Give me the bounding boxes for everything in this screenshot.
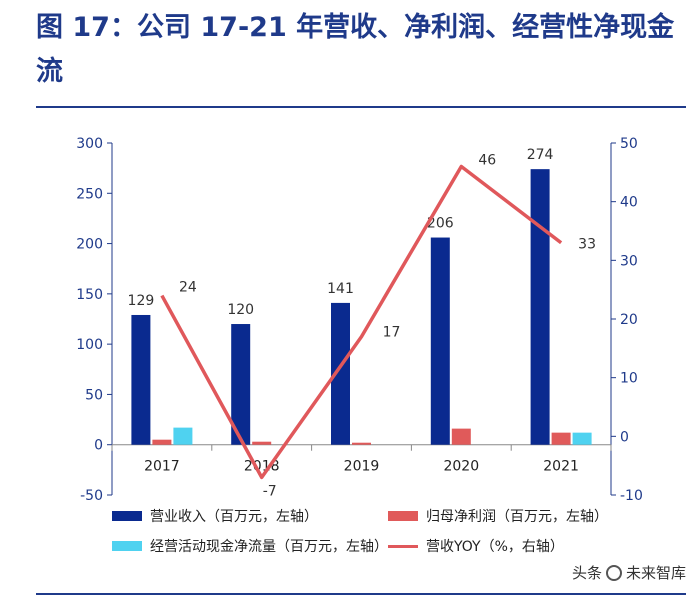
- bar-net-profit: [451, 428, 471, 445]
- bar-value-label: 206: [427, 216, 454, 232]
- yoy-value-label: 33: [578, 237, 596, 253]
- bar-net-profit: [352, 442, 371, 445]
- right-axis-tick-label: 50: [620, 136, 638, 152]
- title-rule: [36, 106, 686, 108]
- yoy-line: [160, 164, 563, 480]
- bar-net-profit: [551, 432, 571, 445]
- chart-title: 图 17：公司 17-21 年营收、净利润、经营性净现金流: [36, 12, 675, 87]
- watermark-logo-icon: [605, 565, 622, 581]
- bar-value-label: 120: [227, 302, 254, 318]
- bar-value-label: 129: [128, 293, 155, 309]
- bar-revenue: [331, 302, 350, 445]
- left-axis-tick-label: 200: [76, 237, 103, 253]
- bar-revenue: [530, 169, 550, 445]
- right-axis-tick-label: 0: [620, 429, 629, 445]
- left-axis-tick-label: 150: [76, 287, 103, 303]
- right-axis-tick-label: 20: [620, 312, 638, 328]
- bar-revenue: [131, 314, 151, 445]
- watermark: 头条 未来智库: [572, 562, 686, 583]
- x-axis-tick-label: 2021: [543, 459, 579, 475]
- x-axis-tick-label: 2017: [144, 459, 180, 475]
- right-axis-tick-label: -10: [620, 488, 643, 504]
- watermark-source: 头条: [571, 564, 602, 582]
- bar-value-label: 274: [527, 147, 554, 163]
- bar-net-profit: [252, 441, 272, 445]
- right-axis-tick-label: 10: [620, 371, 638, 387]
- right-axis-tick-label: 40: [620, 195, 638, 211]
- bar-net-profit: [152, 439, 172, 445]
- left-axis-tick-label: 300: [76, 136, 103, 152]
- x-axis-tick-label: 2020: [443, 459, 479, 475]
- yoy-value-label: 24: [179, 280, 197, 296]
- watermark-brand: 未来智库: [625, 564, 686, 582]
- left-axis-tick-label: 250: [76, 186, 103, 202]
- left-axis-tick-label: 50: [85, 387, 103, 403]
- bar-cash-flow: [572, 432, 592, 445]
- bar-cash-flow: [173, 427, 193, 445]
- left-axis-tick-label: -50: [80, 488, 103, 504]
- yoy-value-label: -7: [263, 483, 277, 499]
- yoy-value-label: 17: [383, 325, 401, 341]
- left-axis-tick-label: 0: [94, 438, 103, 454]
- bar-value-label: 141: [327, 281, 354, 297]
- bar-revenue: [430, 237, 450, 445]
- right-axis-tick-label: 30: [620, 253, 638, 269]
- footer-rule: [36, 593, 686, 595]
- bar-revenue: [231, 324, 251, 445]
- yoy-value-label: 46: [478, 152, 496, 168]
- x-axis-tick-label: 2019: [344, 459, 380, 475]
- left-axis-tick-label: 100: [76, 337, 103, 353]
